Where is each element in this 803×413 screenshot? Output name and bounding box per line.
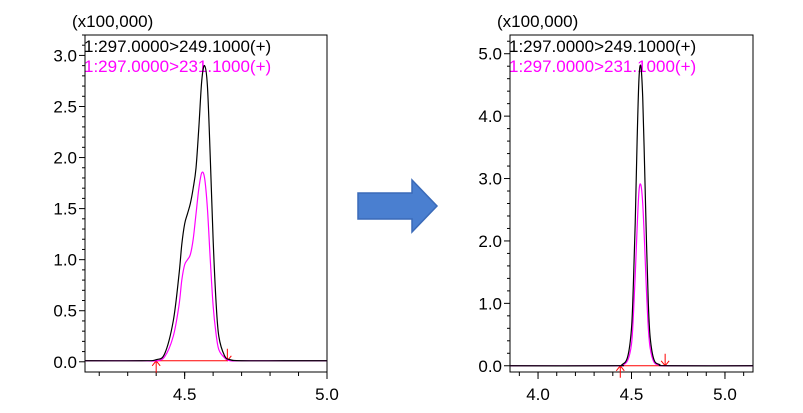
y-tick-label: 0.5 — [53, 302, 77, 321]
y-tick-label: 2.5 — [53, 97, 77, 116]
plot-area — [84, 65, 327, 373]
axes: 0.0 1.0 2.0 3.0 4.0 5.0 4.0 4.5 5.0 — [478, 34, 754, 404]
plot-area — [509, 64, 754, 378]
x-tick-label: 5.0 — [315, 385, 339, 404]
x-tick-label: 4.5 — [173, 385, 197, 404]
series-line-2 — [509, 183, 754, 367]
series-line-1 — [509, 64, 754, 367]
peak-start-marker — [151, 359, 161, 373]
x-tick-label: 4.0 — [526, 385, 550, 404]
right-arrow-icon — [357, 178, 439, 234]
axes: 0.0 0.5 1.0 1.5 2.0 2.5 3.0 4.5 5.0 — [53, 34, 339, 404]
chart-right: (x100,000) 1:297.0000>249.1000(+) 1:297.… — [478, 12, 754, 404]
y-tick-label: 1.0 — [53, 251, 77, 270]
y-tick-label: 0.0 — [53, 353, 77, 372]
series-line-2 — [85, 171, 327, 362]
legend-entry-1: 1:297.0000>249.1000(+) — [84, 37, 271, 56]
y-tick-label: 5.0 — [478, 45, 502, 64]
y-tick-label: 2.0 — [478, 232, 502, 251]
plot-frame — [84, 34, 328, 373]
x-tick-label: 5.0 — [713, 385, 737, 404]
y-multiplier-label: (x100,000) — [497, 12, 578, 31]
legend-entry-1: 1:297.0000>249.1000(+) — [509, 37, 696, 56]
y-tick-label: 1.0 — [478, 294, 502, 313]
legend-entry-2: 1:297.0000>231.1000(+) — [509, 57, 696, 76]
peak-end-marker — [660, 353, 670, 367]
y-tick-label: 4.0 — [478, 107, 502, 126]
y-tick-label: 2.0 — [53, 149, 77, 168]
x-tick-label: 4.5 — [620, 385, 644, 404]
legend-entry-2: 1:297.0000>231.1000(+) — [84, 57, 271, 76]
y-tick-label: 0.0 — [478, 357, 502, 376]
y-tick-label: 1.5 — [53, 200, 77, 219]
y-tick-label: 3.0 — [53, 46, 77, 65]
y-tick-label: 3.0 — [478, 170, 502, 189]
series-line-1 — [84, 65, 327, 362]
chart-left: (x100,000) 1:297.0000>249.1000(+) 1:297.… — [53, 12, 338, 404]
y-multiplier-label: (x100,000) — [72, 12, 153, 31]
